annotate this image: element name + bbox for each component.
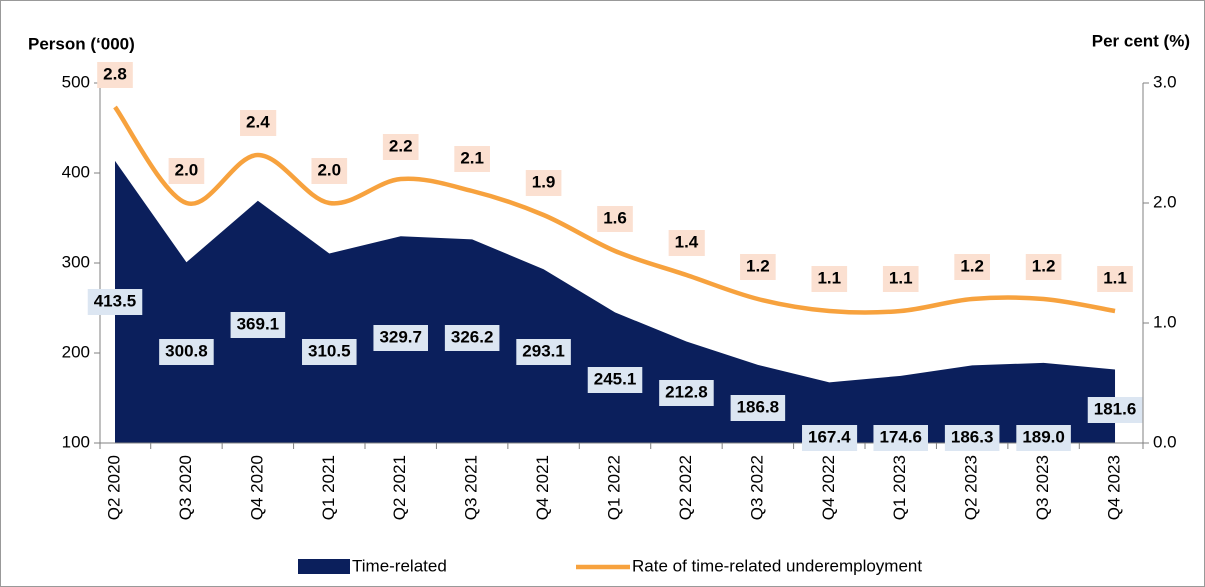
data-label-box <box>302 339 357 365</box>
data-label: 1.1 <box>817 268 841 287</box>
data-label: 2.0 <box>317 160 341 179</box>
data-label: 2.2 <box>389 136 413 155</box>
data-label: 369.1 <box>237 314 280 333</box>
data-label: 1.2 <box>960 256 984 275</box>
legend-label: Rate of time-related underemployment <box>632 556 922 575</box>
data-label: 2.8 <box>103 64 127 83</box>
data-label-box <box>811 266 848 292</box>
data-label-box <box>444 325 500 351</box>
data-label-box <box>1025 254 1062 280</box>
data-label: 1.6 <box>603 208 627 227</box>
axes: 100 200 300 400 500 0.0 1.0 2.0 3.0 Q2 2020 Q3 202… <box>62 72 1177 520</box>
x-tick-label: Q3 2022 <box>747 455 766 520</box>
data-label-box <box>597 206 633 232</box>
data-label-box <box>373 325 428 351</box>
data-label: 1.9 <box>532 172 556 191</box>
data-label: 326.2 <box>451 327 494 346</box>
data-label: 1.2 <box>746 256 770 275</box>
data-label: 2.0 <box>175 160 199 179</box>
data-label: 2.4 <box>246 112 270 131</box>
data-label: 1.2 <box>1032 256 1056 275</box>
data-label-box <box>1016 425 1071 451</box>
data-label: 167.4 <box>808 427 851 446</box>
data-label: 1.4 <box>675 232 699 251</box>
data-label-box <box>168 158 205 184</box>
data-label: 413.5 <box>94 291 137 310</box>
x-tick-label: Q2 2023 <box>962 455 981 520</box>
data-label-box <box>87 289 143 315</box>
data-label: 189.0 <box>1022 427 1065 446</box>
data-label: 174.6 <box>879 427 922 446</box>
x-tick-label: Q3 2023 <box>1033 455 1052 520</box>
data-label: 212.8 <box>665 382 708 401</box>
x-tick-label: Q2 2022 <box>676 455 695 520</box>
y-tick-label: 300 <box>62 252 90 271</box>
plot <box>113 105 1116 443</box>
area <box>115 160 1116 443</box>
x-tick-label: Q4 2022 <box>819 455 838 520</box>
x-tick-label: Q2 2020 <box>104 455 123 520</box>
data-label-box <box>525 170 562 196</box>
data-label-box <box>668 230 705 256</box>
data-label-box <box>882 266 919 292</box>
data-label: 293.1 <box>522 341 565 360</box>
y-tick-label: 400 <box>62 162 90 181</box>
y2-tick-label: 0.0 <box>1153 432 1177 451</box>
y2-tick-label: 3.0 <box>1153 72 1177 91</box>
x-tick-label: Q1 2023 <box>890 455 909 520</box>
data-label-box <box>587 367 643 393</box>
data-label: 181.6 <box>1094 399 1137 418</box>
x-tick-label: Q1 2021 <box>319 455 338 520</box>
data-label: 1.1 <box>1103 268 1127 287</box>
data-label-box <box>1097 266 1133 292</box>
data-label-box <box>730 395 786 421</box>
data-label-box <box>516 339 571 365</box>
data-label-box <box>454 146 490 172</box>
data-label: 1.1 <box>889 268 913 287</box>
x-tick-label: Q1 2022 <box>604 455 623 520</box>
data-label-box <box>311 158 348 184</box>
data-label: 245.1 <box>594 369 637 388</box>
y-tick-label: 200 <box>62 342 90 361</box>
data-label: 2.1 <box>460 148 484 167</box>
data-label-box <box>802 425 858 451</box>
legend-label: Time-related <box>352 556 447 575</box>
data-label-box <box>382 134 419 160</box>
x-tick-label: Q4 2020 <box>247 455 266 520</box>
data-label-box <box>954 254 990 280</box>
x-tick-label: Q4 2021 <box>533 455 552 520</box>
y-axis-title: Person (‘000) <box>28 34 135 53</box>
data-label-box <box>659 380 714 406</box>
line <box>113 105 1116 315</box>
data-label-box <box>873 425 929 451</box>
labels: 413.5 300.8 369.1 310.5 329.7 326.2 293.1 245.1… <box>87 62 1143 451</box>
data-label: 329.7 <box>379 327 422 346</box>
x-tick-label: Q3 2020 <box>176 455 195 520</box>
legend-swatch <box>298 559 350 574</box>
y2-tick-label: 2.0 <box>1153 192 1177 211</box>
data-label-box <box>944 425 1000 451</box>
data-label-box <box>240 110 277 136</box>
data-label: 186.3 <box>951 427 994 446</box>
x-tick-label: Q2 2021 <box>390 455 409 520</box>
data-label-box <box>230 312 286 338</box>
data-label-box <box>159 339 214 365</box>
y2-axis-title: Per cent (%) <box>1092 31 1190 50</box>
data-label: 300.8 <box>165 341 208 360</box>
y-tick-label: 100 <box>62 432 90 451</box>
y-tick-label: 500 <box>62 72 90 91</box>
data-label-box <box>97 62 133 88</box>
x-tick-label: Q3 2021 <box>462 455 481 520</box>
data-label: 310.5 <box>308 341 351 360</box>
y2-tick-label: 1.0 <box>1153 312 1177 331</box>
data-label: 186.8 <box>737 397 780 416</box>
legend: Time-related Rate of time-related underem… <box>298 556 922 575</box>
x-tick-label: Q4 2023 <box>1105 455 1124 520</box>
data-label-box <box>740 254 776 280</box>
data-label-box <box>1087 397 1143 423</box>
